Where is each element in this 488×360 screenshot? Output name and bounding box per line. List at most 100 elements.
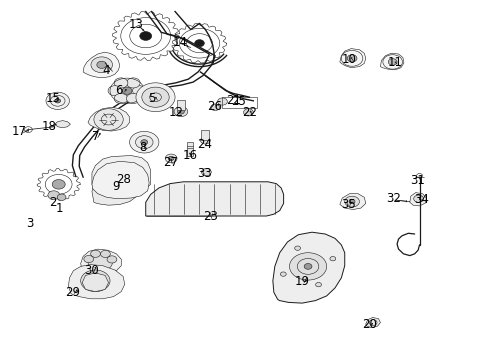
Text: 21: 21 <box>226 94 241 107</box>
Circle shape <box>194 40 204 47</box>
Polygon shape <box>380 53 403 70</box>
Text: 35: 35 <box>340 198 355 211</box>
Text: 14: 14 <box>172 36 187 49</box>
Circle shape <box>141 140 147 145</box>
Circle shape <box>129 131 159 153</box>
Circle shape <box>108 86 122 96</box>
Text: 33: 33 <box>197 167 211 180</box>
Circle shape <box>107 256 117 263</box>
Text: 1: 1 <box>56 202 63 215</box>
Text: 12: 12 <box>168 106 183 119</box>
Polygon shape <box>82 273 108 292</box>
Circle shape <box>210 104 219 111</box>
Polygon shape <box>55 121 70 128</box>
Circle shape <box>126 78 140 88</box>
Circle shape <box>280 272 285 276</box>
Bar <box>177 100 184 110</box>
Circle shape <box>344 196 359 207</box>
Circle shape <box>294 246 300 250</box>
Text: 7: 7 <box>92 130 100 143</box>
Text: 23: 23 <box>203 210 217 223</box>
Circle shape <box>200 137 210 144</box>
Circle shape <box>55 99 61 103</box>
Text: 25: 25 <box>231 95 245 108</box>
Circle shape <box>348 199 354 204</box>
Polygon shape <box>88 107 129 131</box>
Circle shape <box>413 195 423 202</box>
Circle shape <box>57 194 66 201</box>
Text: 6: 6 <box>115 84 122 97</box>
Text: 29: 29 <box>65 286 80 299</box>
Text: 13: 13 <box>128 18 143 31</box>
Circle shape <box>142 87 169 107</box>
Circle shape <box>97 61 106 68</box>
Polygon shape <box>92 169 139 205</box>
Circle shape <box>135 136 153 149</box>
Circle shape <box>140 32 151 40</box>
Text: 34: 34 <box>413 193 428 206</box>
Text: 27: 27 <box>163 156 177 169</box>
Polygon shape <box>339 194 365 210</box>
Polygon shape <box>272 232 344 303</box>
Text: 30: 30 <box>84 264 99 277</box>
Polygon shape <box>68 265 124 299</box>
Circle shape <box>90 250 100 257</box>
Polygon shape <box>365 318 380 328</box>
Circle shape <box>329 257 335 261</box>
Polygon shape <box>409 193 426 206</box>
Text: 4: 4 <box>102 64 110 77</box>
Text: 17: 17 <box>12 125 27 138</box>
Circle shape <box>243 109 253 116</box>
Text: 20: 20 <box>361 318 376 331</box>
Text: 18: 18 <box>41 120 56 132</box>
Circle shape <box>114 94 128 104</box>
Circle shape <box>132 86 146 96</box>
Circle shape <box>177 109 184 114</box>
Polygon shape <box>83 52 120 78</box>
Text: 9: 9 <box>112 180 120 193</box>
Circle shape <box>289 253 326 280</box>
Text: 28: 28 <box>116 173 130 186</box>
Circle shape <box>201 168 211 176</box>
Text: 15: 15 <box>45 92 60 105</box>
Circle shape <box>168 156 174 161</box>
Text: 10: 10 <box>341 53 356 66</box>
Polygon shape <box>145 182 283 216</box>
Circle shape <box>46 92 69 109</box>
Circle shape <box>346 55 356 62</box>
Polygon shape <box>92 156 150 193</box>
Circle shape <box>101 250 110 257</box>
Text: 31: 31 <box>410 174 425 187</box>
Text: 24: 24 <box>197 138 211 151</box>
Bar <box>186 142 192 156</box>
Text: 2: 2 <box>49 196 57 209</box>
Polygon shape <box>339 49 365 68</box>
Circle shape <box>81 270 110 292</box>
Polygon shape <box>81 249 121 274</box>
Circle shape <box>387 59 396 65</box>
Circle shape <box>315 283 321 287</box>
Text: 5: 5 <box>147 93 155 105</box>
Circle shape <box>122 87 132 94</box>
Circle shape <box>48 191 60 199</box>
Circle shape <box>52 180 65 189</box>
Bar <box>201 130 209 140</box>
Text: 3: 3 <box>26 217 34 230</box>
Text: 19: 19 <box>294 275 309 288</box>
Circle shape <box>136 83 175 112</box>
Text: 8: 8 <box>139 141 146 154</box>
Circle shape <box>88 253 112 271</box>
Circle shape <box>114 78 128 88</box>
Circle shape <box>94 109 123 130</box>
Polygon shape <box>92 161 149 199</box>
Circle shape <box>217 98 227 105</box>
Circle shape <box>91 57 112 73</box>
Circle shape <box>83 256 93 263</box>
Circle shape <box>174 107 187 117</box>
Text: 26: 26 <box>206 100 221 113</box>
Circle shape <box>126 94 140 104</box>
Text: 16: 16 <box>182 149 197 162</box>
Text: 11: 11 <box>387 57 402 69</box>
Text: 32: 32 <box>386 192 400 205</box>
Circle shape <box>165 154 177 163</box>
